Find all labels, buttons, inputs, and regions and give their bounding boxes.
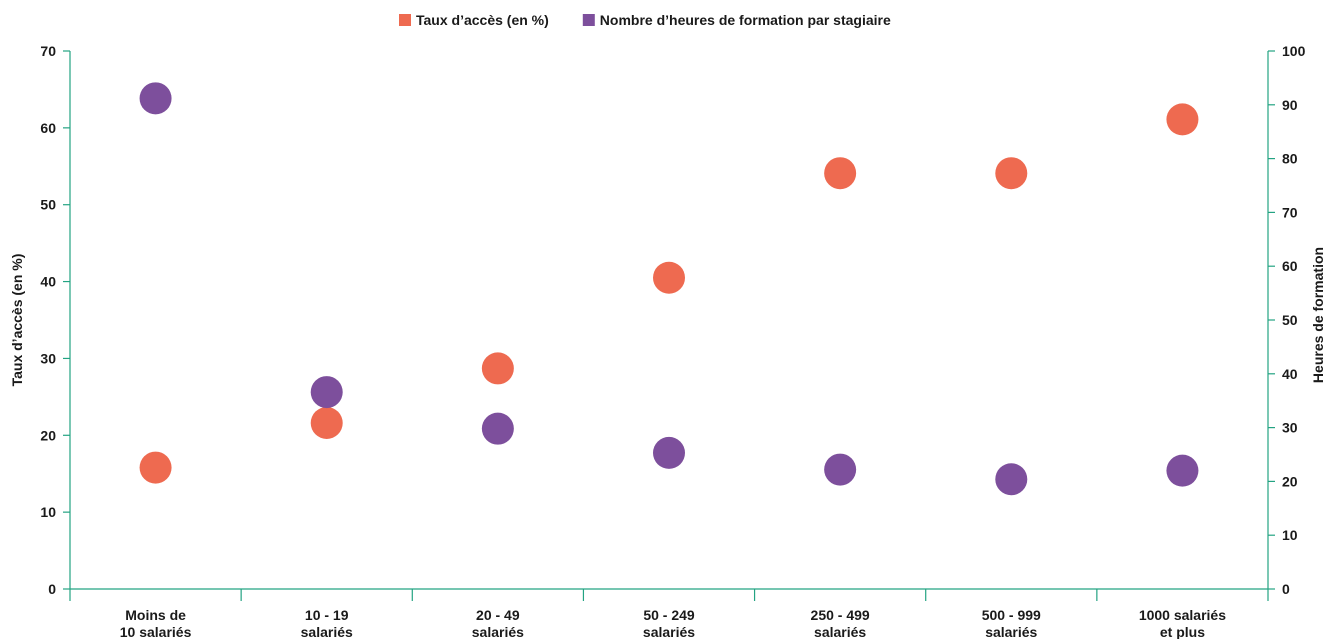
right-tick-label: 100 xyxy=(1282,43,1306,59)
left-tick-label: 60 xyxy=(40,120,56,136)
series-2-point xyxy=(1166,454,1199,487)
right-tick-label: 0 xyxy=(1282,581,1290,597)
left-tick-label: 0 xyxy=(48,581,56,597)
legend-swatch xyxy=(582,14,595,26)
left-tick-label: 70 xyxy=(40,43,56,59)
category-label: Moins de 10 salariés xyxy=(120,607,192,639)
series-2-point xyxy=(995,463,1028,496)
series-1-point xyxy=(481,352,514,385)
right-tick-label: 50 xyxy=(1282,312,1298,328)
left-tick-label: 20 xyxy=(40,427,56,443)
series-1-point xyxy=(653,261,685,294)
series-2-point xyxy=(653,436,685,469)
series-1-point xyxy=(824,157,857,190)
series-2-point xyxy=(139,82,172,115)
left-tick-label: 10 xyxy=(40,504,56,520)
category-label: 50 - 249 salariés xyxy=(643,607,695,639)
y-left-axis-title: Taux d’accès (en %) xyxy=(9,254,25,387)
series-1-point xyxy=(139,451,172,484)
category-label: 1000 salariés et plus xyxy=(1139,607,1226,639)
category-label: 250 - 499 salariés xyxy=(811,607,870,639)
right-tick-label: 60 xyxy=(1282,258,1298,274)
series-2-point xyxy=(824,453,857,486)
right-tick-label: 30 xyxy=(1282,420,1298,436)
series-1-point xyxy=(1166,103,1199,136)
legend-label: Taux d’accès (en %) xyxy=(416,12,549,28)
series-1-point xyxy=(310,406,343,439)
category-label: 10 - 19 salariés xyxy=(301,607,353,639)
right-tick-label: 70 xyxy=(1282,204,1298,220)
data-points xyxy=(139,82,1199,496)
legend-swatch xyxy=(399,14,411,26)
legend-label: Nombre d’heures de formation par stagiai… xyxy=(600,12,891,28)
legend: Taux d’accès (en %) Nombre d’heures de fo… xyxy=(399,12,891,28)
right-tick-label: 90 xyxy=(1282,97,1298,113)
category-label: 20 - 49 salariés xyxy=(472,607,524,639)
y-right-axis-title: Heures de formation xyxy=(1310,247,1326,383)
right-tick-label: 10 xyxy=(1282,527,1298,543)
left-tick-label: 50 xyxy=(40,197,56,213)
category-label: 500 - 999 salariés xyxy=(982,607,1041,639)
left-tick-label: 40 xyxy=(40,274,56,290)
left-tick-label: 30 xyxy=(40,350,56,366)
axes: 0 10 20 30 40 50 60 70 0 10 20 30 40 50 60 70 80 90 100 Moi… xyxy=(9,43,1326,639)
right-tick-label: 40 xyxy=(1282,366,1298,382)
series-2-point xyxy=(310,376,343,409)
series-1-point xyxy=(995,157,1028,190)
right-tick-label: 20 xyxy=(1282,473,1298,489)
series-2-point xyxy=(481,412,514,445)
right-tick-label: 80 xyxy=(1282,151,1298,167)
